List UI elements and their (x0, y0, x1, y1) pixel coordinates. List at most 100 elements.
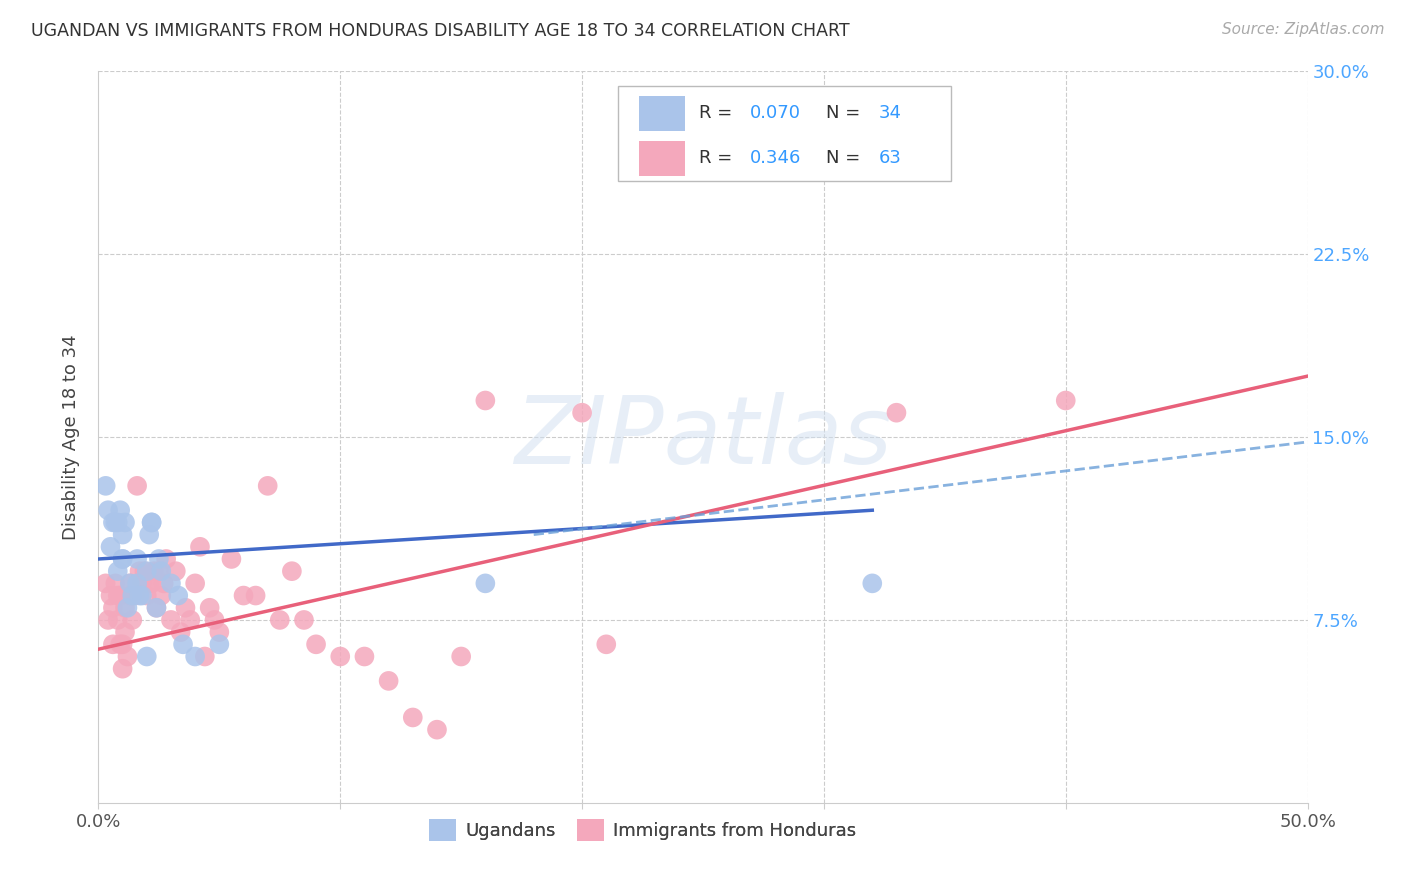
Point (117, 600, 139, 615)
Point (135, 589, 157, 603)
Point (172, 637, 194, 651)
Text: Source: ZipAtlas.com: Source: ZipAtlas.com (1222, 22, 1385, 37)
Point (174, 600, 197, 615)
Point (160, 576, 183, 591)
Point (107, 564, 129, 578)
Point (402, 710, 425, 724)
Point (194, 649, 217, 664)
Point (111, 552, 134, 566)
Point (107, 613, 129, 627)
Point (138, 527, 160, 541)
Point (97, 613, 120, 627)
Point (426, 723, 449, 737)
Point (148, 552, 170, 566)
Point (179, 613, 201, 627)
Point (141, 576, 163, 591)
Point (145, 600, 167, 615)
Text: ZIPatlas: ZIPatlas (515, 392, 891, 483)
Text: 0.346: 0.346 (751, 149, 801, 167)
Legend: Ugandans, Immigrants from Honduras: Ugandans, Immigrants from Honduras (422, 812, 863, 848)
FancyBboxPatch shape (619, 86, 950, 181)
Point (208, 637, 231, 651)
Point (329, 649, 352, 664)
Point (148, 564, 170, 578)
Point (127, 576, 149, 591)
Point (108, 637, 131, 651)
Point (127, 479, 149, 493)
Point (111, 662, 134, 676)
Point (474, 393, 496, 408)
Point (269, 613, 291, 627)
Point (160, 613, 183, 627)
Point (111, 552, 134, 566)
Point (204, 613, 226, 627)
Point (114, 625, 136, 640)
Point (165, 564, 187, 578)
Point (150, 589, 173, 603)
Point (198, 600, 221, 615)
Point (474, 576, 496, 591)
Point (111, 637, 134, 651)
Point (281, 564, 304, 578)
Point (104, 516, 127, 530)
Text: N =: N = (827, 104, 866, 122)
Point (232, 589, 254, 603)
Point (141, 516, 163, 530)
Point (118, 589, 141, 603)
Point (107, 516, 129, 530)
Text: R =: R = (699, 104, 738, 122)
Point (143, 564, 166, 578)
Point (305, 637, 328, 651)
Point (1054, 393, 1077, 408)
Point (141, 516, 163, 530)
Text: 34: 34 (879, 104, 901, 122)
Point (94, 576, 117, 591)
Point (188, 540, 211, 554)
Point (131, 589, 153, 603)
Point (765, 113, 787, 128)
Point (377, 673, 399, 688)
Point (169, 625, 191, 640)
Point (100, 540, 122, 554)
Point (97, 503, 120, 517)
Point (184, 649, 207, 664)
Point (595, 637, 617, 651)
Point (150, 564, 173, 578)
Bar (638, 141, 685, 176)
Point (114, 516, 136, 530)
Point (256, 479, 278, 493)
Point (138, 576, 160, 591)
Text: UGANDAN VS IMMIGRANTS FROM HONDURAS DISABILITY AGE 18 TO 34 CORRELATION CHART: UGANDAN VS IMMIGRANTS FROM HONDURAS DISA… (31, 22, 849, 40)
Point (107, 589, 129, 603)
Point (128, 564, 150, 578)
Point (292, 613, 315, 627)
Point (860, 576, 883, 591)
Bar (638, 95, 685, 131)
Point (118, 576, 141, 591)
Point (111, 527, 134, 541)
Point (155, 552, 177, 566)
Point (145, 600, 167, 615)
Point (114, 600, 136, 615)
Point (108, 503, 131, 517)
Point (208, 625, 231, 640)
Point (94, 479, 117, 493)
Y-axis label: Disability Age 18 to 34: Disability Age 18 to 34 (62, 334, 80, 540)
Point (167, 589, 190, 603)
Point (152, 576, 174, 591)
Point (101, 600, 124, 615)
Point (131, 576, 153, 591)
Text: R =: R = (699, 149, 738, 167)
Point (108, 589, 131, 603)
Point (184, 576, 207, 591)
Point (118, 576, 141, 591)
Point (104, 576, 127, 591)
Point (121, 613, 143, 627)
Text: 0.070: 0.070 (751, 104, 801, 122)
Point (134, 564, 156, 578)
Point (121, 589, 143, 603)
Point (124, 589, 146, 603)
Point (101, 637, 124, 651)
Text: N =: N = (827, 149, 866, 167)
Point (101, 516, 124, 530)
